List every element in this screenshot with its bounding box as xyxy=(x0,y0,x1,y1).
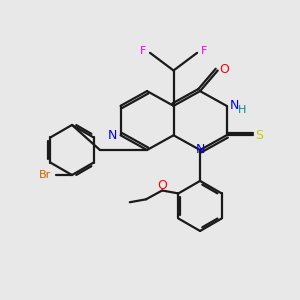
Text: N: N xyxy=(230,99,239,112)
Text: F: F xyxy=(140,46,147,56)
Text: O: O xyxy=(219,62,229,76)
Text: S: S xyxy=(256,129,263,142)
Text: H: H xyxy=(238,105,246,115)
Text: N: N xyxy=(195,143,205,157)
Text: Br: Br xyxy=(38,170,51,180)
Text: O: O xyxy=(157,179,167,192)
Text: F: F xyxy=(200,46,207,56)
Text: N: N xyxy=(108,129,117,142)
